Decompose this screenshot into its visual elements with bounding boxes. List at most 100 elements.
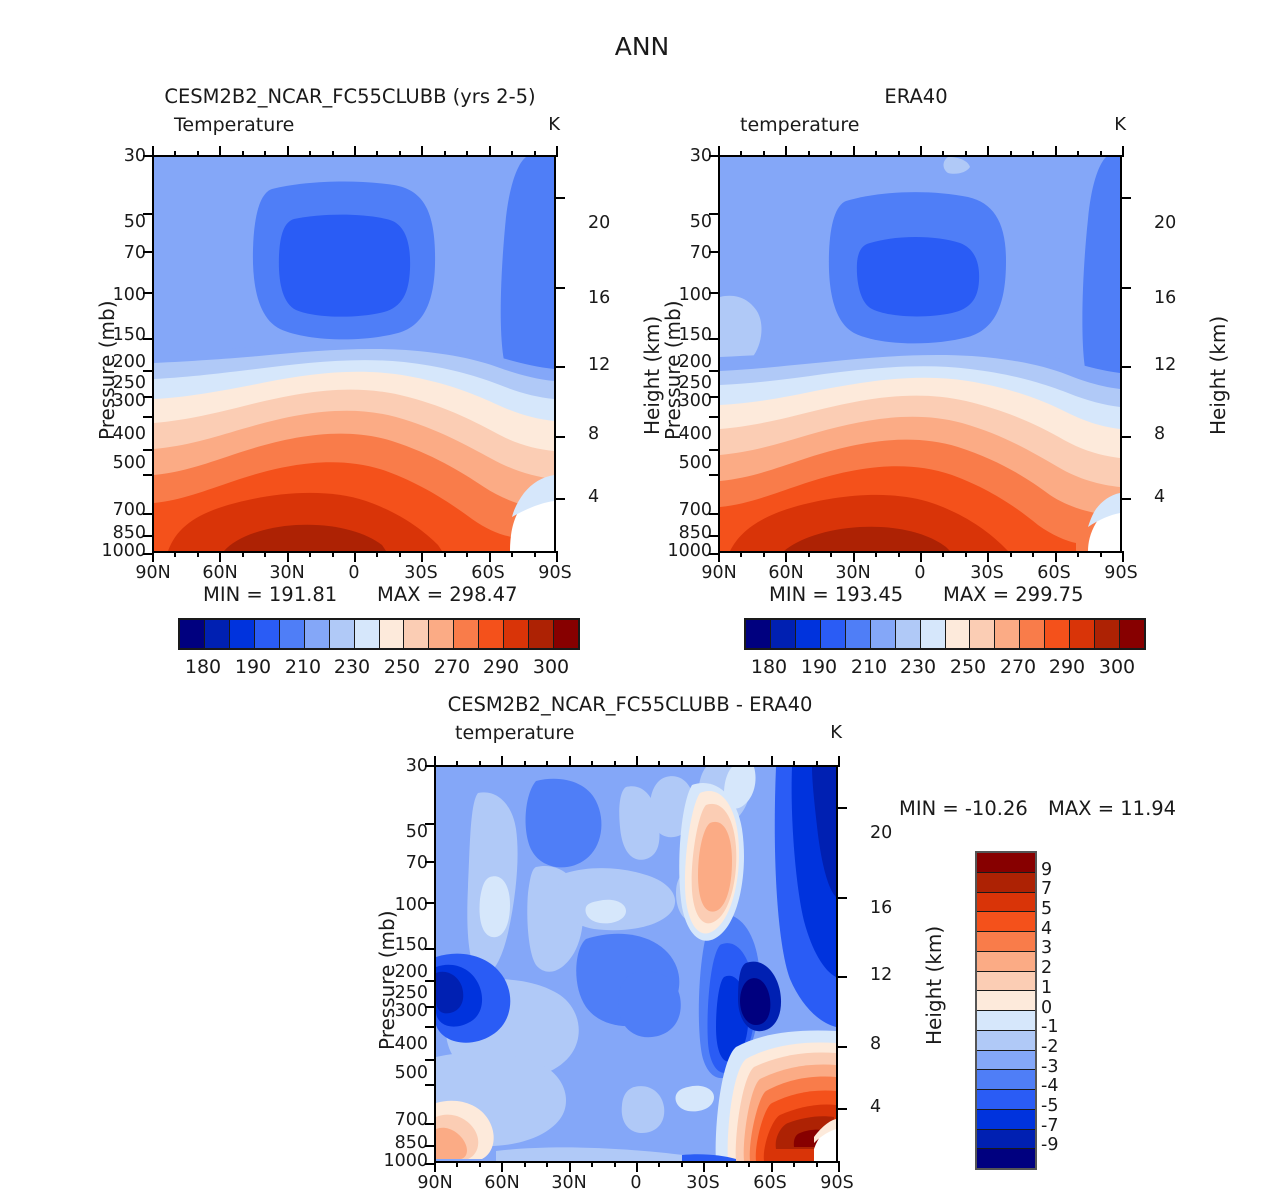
axis-tick (501, 1161, 504, 1172)
axis-tick (718, 551, 720, 562)
axis-tick (709, 155, 720, 157)
axis-tick (143, 251, 154, 254)
colorbar-cell (1070, 620, 1096, 648)
axis-tick (748, 761, 751, 767)
panel-diff-title: CESM2B2_NCAR_FC55CLUBB - ERA40 (447, 693, 813, 716)
panel-model-ytick-400: 400 (112, 424, 146, 444)
axis-tick (1077, 551, 1080, 557)
axis-tick (554, 287, 565, 290)
panel-model-xtick-0: 0 (348, 563, 360, 583)
panel-obs-y2tick-8: 8 (1154, 424, 1166, 444)
axis-tick (143, 212, 154, 215)
axis-tick (897, 551, 900, 557)
axis-tick (443, 151, 446, 157)
panel-obs-ytick-1000: 1000 (667, 541, 712, 561)
colorbar-cell (1020, 620, 1046, 648)
axis-tick (309, 151, 312, 157)
panel-model-xtick-60S: 60S (471, 563, 505, 583)
panel-obs-max-label: MAX = 299.75 (943, 583, 1084, 606)
axis-tick (680, 1161, 683, 1167)
axis-tick (703, 756, 706, 767)
panel-diff-xtick-60N: 60N (484, 1173, 520, 1193)
axis-tick (703, 1161, 706, 1172)
axis-tick (785, 551, 788, 562)
axis-tick (286, 551, 289, 562)
axis-tick (658, 761, 661, 767)
panel-model-ytick-850: 850 (112, 523, 146, 543)
colorbar-cell (977, 1109, 1035, 1130)
axis-tick (1054, 551, 1057, 562)
panel-model-y2tick-4: 4 (588, 487, 600, 507)
colorbar-cell (479, 620, 505, 648)
colorbar-cell (977, 971, 1035, 992)
panel-obs-ytick-400: 400 (678, 424, 712, 444)
panel-model-y2tick-12: 12 (588, 355, 611, 375)
axis-tick (241, 151, 244, 157)
panel-model-xtick-90S: 90S (538, 563, 572, 583)
axis-tick (554, 366, 565, 369)
panel-model-y2tick-8: 8 (588, 424, 600, 444)
panel-model-ytick-50: 50 (123, 212, 146, 232)
panel-obs-ytick-30: 30 (689, 146, 712, 166)
axis-tick (709, 251, 720, 254)
panel-model-xtick-30S: 30S (404, 563, 438, 583)
panel-diff-y2tick-20: 20 (870, 823, 893, 843)
panel-model-cbtick-190: 190 (234, 656, 272, 678)
panel-model-colorbar (178, 618, 580, 650)
panel-obs-y2tick-12: 12 (1154, 355, 1177, 375)
axis-tick (1077, 151, 1080, 157)
axis-tick (466, 151, 469, 157)
axis-tick (1099, 151, 1102, 157)
panel-obs-ytick-70: 70 (689, 243, 712, 263)
panel-model-cbtick-290: 290 (482, 656, 520, 678)
axis-tick (1122, 551, 1124, 562)
panel-diff-xtick-30N: 30N (551, 1173, 587, 1193)
axis-tick (219, 551, 222, 562)
axis-tick (897, 151, 900, 157)
axis-tick (709, 474, 720, 477)
panel-model-ytick-300: 300 (112, 391, 146, 411)
axis-tick (425, 1122, 436, 1125)
colorbar-cell (945, 620, 971, 648)
colorbar-cell (746, 620, 771, 648)
axis-tick (807, 551, 810, 557)
panel-diff-ytick-250: 250 (394, 983, 428, 1003)
axis-tick (709, 337, 720, 340)
axis-tick (488, 146, 491, 157)
panel-obs-ytick-850: 850 (678, 523, 712, 543)
colorbar-cell (304, 620, 330, 648)
axis-tick (488, 551, 491, 562)
panel-model-cbtick-250: 250 (383, 656, 421, 678)
panel-model-y2tick-20: 20 (588, 213, 611, 233)
colorbar-cell (795, 620, 821, 648)
colorbar-tick-label: 9 (1041, 859, 1053, 880)
colorbar-cell (454, 620, 480, 648)
axis-tick (1054, 146, 1057, 157)
panel-diff-ytick-200: 200 (394, 962, 428, 982)
axis-tick (1122, 146, 1124, 157)
panel-model-cbtick-270: 270 (433, 656, 471, 678)
axis-tick (523, 1161, 526, 1167)
panel-diff-xtick-90N: 90N (417, 1173, 453, 1193)
axis-tick (511, 551, 514, 557)
axis-tick (591, 761, 594, 767)
panel-model-cbtick-180: 180 (184, 656, 222, 678)
colorbar-cell (204, 620, 230, 648)
colorbar-cell (379, 620, 405, 648)
axis-tick (434, 756, 436, 767)
panel-diff-ytick-400: 400 (394, 1034, 428, 1054)
axis-tick (680, 761, 683, 767)
colorbar-cell (504, 620, 530, 648)
axis-tick (709, 291, 720, 294)
colorbar-cell (970, 620, 996, 648)
panel-obs-cbtick-180: 180 (750, 656, 788, 678)
axis-tick (830, 151, 833, 157)
axis-tick (511, 151, 514, 157)
axis-tick (331, 551, 334, 557)
axis-tick (709, 512, 720, 515)
panel-diff-xtick-0: 0 (630, 1173, 642, 1193)
panel-diff-unit-label: K (830, 722, 842, 743)
axis-tick (836, 976, 847, 979)
panel-model-ytick-500: 500 (112, 453, 146, 473)
panel-diff-ytick-100: 100 (394, 895, 428, 915)
